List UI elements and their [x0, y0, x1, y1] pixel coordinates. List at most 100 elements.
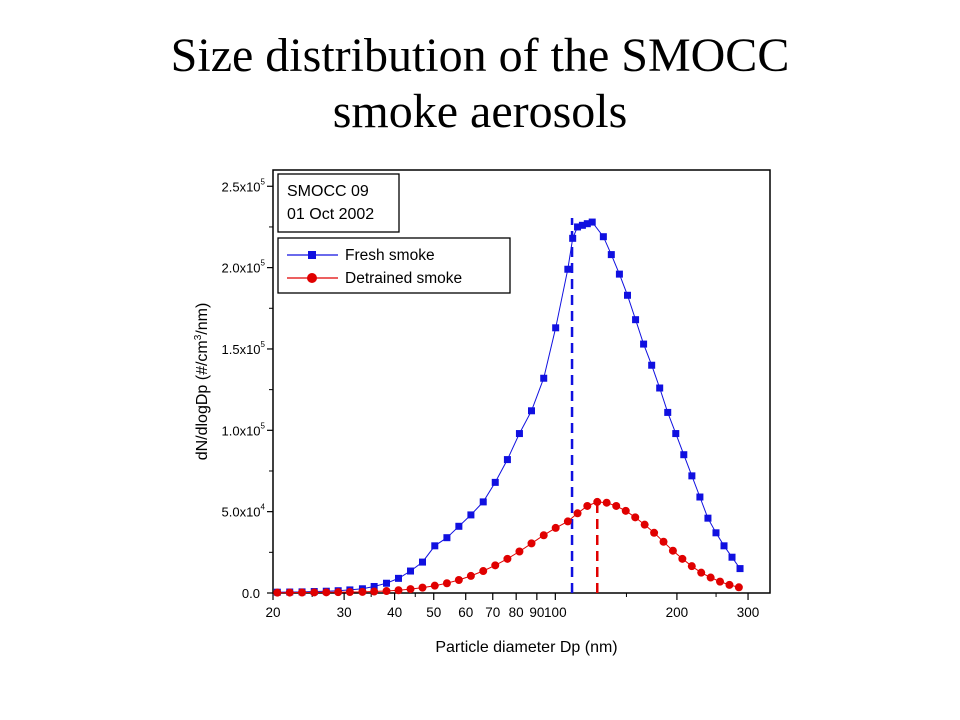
x-tick-label: 60: [458, 605, 473, 620]
series-line-detrained: [277, 501, 740, 594]
data-point: [564, 265, 572, 273]
data-point: [656, 384, 664, 392]
data-point: [706, 573, 715, 582]
x-tick-label: 80: [509, 605, 524, 620]
data-point: [578, 221, 586, 229]
data-point: [382, 587, 391, 596]
x-tick-label: 50: [426, 605, 441, 620]
data-point: [479, 498, 487, 506]
y-tick-label: 5.0x104: [222, 503, 266, 520]
data-point: [640, 340, 648, 348]
data-point: [552, 324, 560, 332]
data-point: [322, 588, 331, 597]
data-point: [621, 506, 630, 515]
peak-guides: [570, 218, 599, 593]
data-point: [588, 218, 596, 226]
data-point: [491, 478, 499, 486]
slide-title: Size distribution of the SMOCC smoke aer…: [0, 28, 960, 140]
data-point: [419, 558, 427, 566]
data-point: [631, 513, 640, 522]
x-tick-label: 70: [485, 605, 500, 620]
data-point: [563, 517, 572, 526]
legend-marker: [307, 273, 317, 283]
data-point: [370, 587, 379, 596]
annotation-line: 01 Oct 2002: [287, 206, 374, 223]
data-point: [431, 542, 439, 550]
y-axis-label: dN/dlogDp (#/cm3/nm): [193, 303, 211, 461]
data-point: [442, 579, 451, 588]
legend-item: Detrained smoke: [287, 270, 462, 287]
data-point: [583, 501, 592, 510]
chart-axes: 20 30 40 50 60 70 80 90 100 200 300 0.0 5.0x104 1.0x1…: [222, 169, 771, 620]
data-point: [285, 588, 294, 597]
data-point: [632, 316, 640, 324]
data-point: [602, 498, 611, 507]
data-point: [466, 571, 475, 580]
data-point: [430, 581, 439, 590]
data-point: [697, 568, 706, 577]
data-point: [720, 542, 728, 550]
data-point: [383, 579, 391, 587]
chart-series: [273, 218, 744, 597]
data-point: [716, 577, 725, 586]
x-tick-label: 100: [544, 605, 567, 620]
x-tick-label: 90: [529, 605, 544, 620]
data-point: [540, 374, 548, 382]
data-point: [407, 567, 415, 575]
chart-legend: Fresh smoke Detrained smoke: [277, 237, 511, 294]
data-point: [273, 588, 282, 597]
data-point: [503, 554, 512, 563]
legend-frame: [277, 237, 511, 294]
slide-title-line-1: Size distribution of the SMOCC: [170, 29, 790, 82]
data-point: [728, 553, 736, 561]
data-point: [467, 511, 475, 519]
data-point: [725, 580, 734, 589]
data-point: [672, 430, 680, 438]
data-point: [370, 582, 378, 590]
data-point: [454, 575, 463, 584]
data-point: [734, 583, 743, 592]
data-point: [394, 574, 402, 582]
data-point: [358, 587, 367, 596]
series-detrained: [273, 497, 743, 597]
x-tick-label: 200: [666, 605, 689, 620]
data-point: [574, 223, 582, 231]
data-point: [298, 588, 307, 597]
y-tick-label: 1.0x105: [222, 421, 266, 438]
data-point: [640, 520, 649, 529]
y-tick-label: 1.5x105: [222, 340, 266, 357]
data-point: [704, 514, 712, 522]
data-point: [569, 234, 577, 242]
y-tick-label: 2.5x105: [222, 177, 266, 194]
x-tick-label: 20: [265, 605, 280, 620]
data-point: [696, 493, 704, 501]
data-point: [406, 585, 415, 594]
data-point: [659, 537, 668, 546]
plot-frame: [272, 169, 771, 594]
data-point: [680, 451, 688, 459]
annotation-line: SMOCC 09: [287, 183, 369, 200]
data-point: [648, 361, 656, 369]
data-point: [593, 497, 602, 506]
y-tick-label: 2.0x105: [222, 259, 266, 276]
data-point: [612, 501, 621, 510]
data-point: [418, 583, 427, 592]
data-point: [688, 472, 696, 480]
data-point: [394, 586, 403, 595]
data-point: [539, 531, 548, 540]
data-point: [583, 220, 591, 228]
data-point: [479, 567, 488, 576]
slide-title-line-2: smoke aerosols: [332, 85, 628, 138]
data-point: [712, 529, 720, 537]
x-axis-label: Particle diameter Dp (nm): [435, 639, 617, 656]
data-point: [527, 539, 536, 548]
x-tick-label: 300: [737, 605, 760, 620]
data-point: [624, 291, 632, 299]
data-point: [668, 546, 677, 555]
data-point: [515, 547, 524, 556]
data-point: [664, 408, 672, 416]
legend-label: Detrained smoke: [345, 270, 462, 287]
data-point: [503, 456, 511, 464]
legend-label: Fresh smoke: [345, 247, 435, 264]
